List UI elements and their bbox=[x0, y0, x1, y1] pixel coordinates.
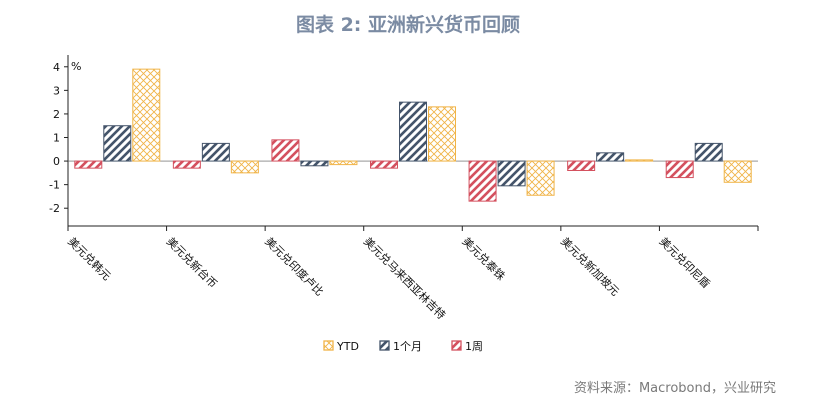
y-tick-label: 0 bbox=[53, 155, 60, 168]
legend: YTD 1个月 1周 bbox=[323, 340, 483, 353]
bar-week bbox=[271, 139, 300, 162]
legend-swatch bbox=[323, 340, 334, 351]
bar-month bbox=[399, 101, 427, 162]
legend-label: 1个月 bbox=[393, 340, 422, 353]
y-tick-label: -2 bbox=[49, 202, 60, 215]
y-tick-label: 3 bbox=[53, 84, 60, 97]
bar-month bbox=[596, 152, 625, 162]
legend-label: 1周 bbox=[465, 340, 483, 353]
legend-label: YTD bbox=[336, 340, 359, 353]
x-category-label: 美元兑韩元 bbox=[65, 234, 114, 283]
bar-month bbox=[300, 160, 329, 167]
source-note: 资料来源：Macrobond，兴业研究 bbox=[573, 381, 776, 396]
bar-ytd bbox=[230, 160, 259, 174]
legend-swatch bbox=[451, 340, 462, 351]
bar-ytd bbox=[723, 160, 752, 183]
bar-month bbox=[694, 142, 723, 162]
x-category-label: 美元兑泰铢 bbox=[459, 234, 508, 283]
bar-month bbox=[103, 125, 132, 162]
bar-ytd bbox=[329, 160, 358, 166]
bar-month bbox=[201, 142, 230, 162]
y-tick-label: 2 bbox=[53, 108, 60, 121]
y-tick-label: -1 bbox=[49, 179, 60, 192]
bar-week bbox=[370, 160, 398, 169]
x-category-label: 美元兑新台币 bbox=[164, 234, 221, 291]
bar-ytd bbox=[428, 106, 456, 162]
bar-week bbox=[567, 160, 596, 171]
bar-ytd bbox=[132, 68, 161, 162]
bar-ytd bbox=[526, 160, 555, 196]
bar-ytd bbox=[625, 159, 654, 162]
x-category-label: 美元兑印尼盾 bbox=[657, 234, 714, 291]
x-category-label: 美元兑印度卢比 bbox=[262, 234, 326, 298]
legend-swatch bbox=[379, 340, 390, 351]
y-tick-label: 1 bbox=[53, 132, 60, 145]
chart-title: 图表 2: 亚洲新兴货币回顾 bbox=[295, 14, 521, 36]
bar-week bbox=[74, 160, 103, 169]
bar-week bbox=[468, 160, 497, 202]
bar-week bbox=[665, 160, 694, 179]
bar-week bbox=[172, 160, 201, 169]
x-category-label: 美元兑新加坡元 bbox=[558, 234, 622, 298]
y-tick-label: 4 bbox=[53, 61, 60, 74]
bar-month bbox=[497, 160, 526, 187]
y-axis-unit: % bbox=[71, 60, 81, 73]
x-category-label: 美元兑马来西亚林吉特 bbox=[361, 234, 449, 322]
